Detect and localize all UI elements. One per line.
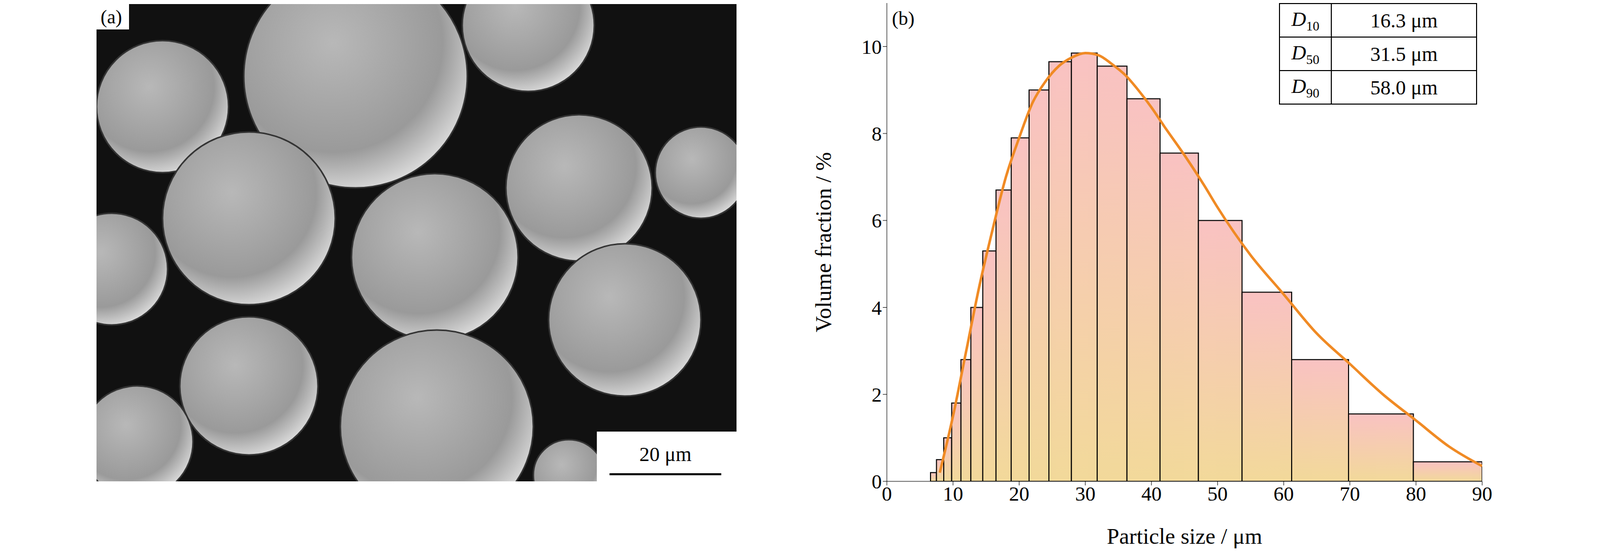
svg-text:80: 80 [1405, 482, 1427, 506]
svg-text:6: 6 [871, 209, 882, 233]
svg-text:90: 90 [1472, 482, 1493, 506]
html-text:D50: D50 [1291, 40, 1320, 67]
svg-text:70: 70 [1339, 482, 1361, 506]
svg-text:0: 0 [871, 470, 882, 494]
svg-text:30: 30 [1075, 482, 1096, 506]
svg-text:60: 60 [1273, 482, 1294, 506]
svg-text:0: 0 [881, 482, 892, 506]
html-text:D90: D90 [1291, 74, 1320, 101]
svg-text:(a): (a) [100, 6, 122, 28]
html-text:31.5 μm: 31.5 μm [1370, 42, 1438, 66]
svg-text:2: 2 [871, 383, 882, 407]
svg-text:10: 10 [861, 35, 882, 59]
html-text:16.3 μm: 16.3 μm [1370, 8, 1438, 32]
svg-text:20: 20 [1008, 482, 1030, 506]
svg-text:Particle size / μm: Particle size / μm [1106, 524, 1263, 550]
svg-text:10: 10 [942, 482, 964, 506]
svg-text:8: 8 [871, 122, 882, 146]
html-text:D10: D10 [1291, 7, 1320, 34]
svg-text:20 μm: 20 μm [639, 442, 692, 466]
svg-text:4: 4 [871, 296, 882, 320]
svg-text:50: 50 [1207, 482, 1228, 506]
svg-text:Volume fraction / %: Volume fraction / % [811, 152, 837, 333]
html-text:58.0 μm: 58.0 μm [1370, 75, 1438, 99]
svg-text:40: 40 [1141, 482, 1162, 506]
html-text:(b): (b) [891, 7, 915, 29]
